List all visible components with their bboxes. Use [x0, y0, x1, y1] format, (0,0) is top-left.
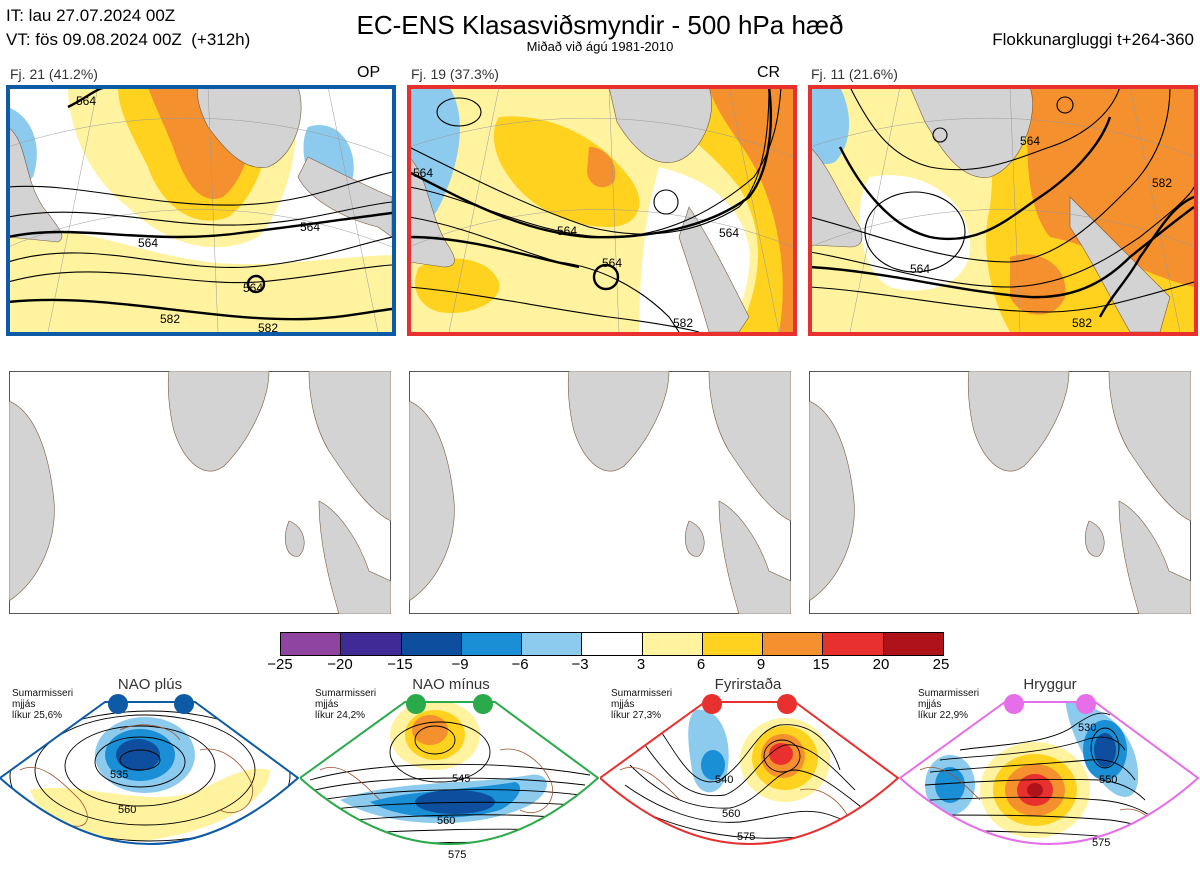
- contour-label: 575: [1092, 837, 1110, 849]
- colorbar-segment: [341, 633, 402, 655]
- contour-label: 564: [910, 262, 930, 276]
- colorbar-tick: 3: [636, 656, 646, 673]
- base-map-1: [9, 371, 391, 614]
- colorbar-segment: [883, 633, 943, 655]
- colorbar-tick: 25: [932, 656, 950, 673]
- regime-3-map: 540 560 575: [600, 694, 900, 845]
- contour-label: 550: [1099, 774, 1117, 786]
- contour-label: 564: [300, 220, 320, 234]
- colorbar-segment: [401, 633, 462, 655]
- colorbar-segment: [702, 633, 764, 655]
- regime-3-marker-left: [702, 694, 722, 714]
- contour-label: 530: [1078, 722, 1096, 734]
- contour-label: 560: [722, 808, 740, 820]
- colorbar-tick: 9: [756, 656, 766, 673]
- cluster-1-map: 564 564 564 564 582 582: [8, 87, 392, 332]
- regime-1-season: Sumarmisseri: [12, 688, 74, 699]
- contour-label: 582: [1152, 176, 1172, 190]
- regime-3-prob: líkur 27,3%: [611, 710, 662, 721]
- cluster-2-frame: [407, 85, 797, 336]
- colorbar-tick: −9: [451, 656, 469, 673]
- contour-label: 564: [602, 256, 622, 270]
- contour-label: 582: [673, 316, 693, 330]
- regime-4-map: 530 550 575: [900, 694, 1200, 849]
- colorbar-tick: −15: [387, 656, 413, 673]
- colorbar-segment: [582, 633, 643, 655]
- colorbar-tick: −25: [267, 656, 293, 673]
- page-title: EC-ENS Klasasviðsmyndir - 500 hPa hæð: [356, 10, 844, 40]
- regime-2-name: NAO mínus: [412, 676, 490, 693]
- contour-label: 545: [452, 773, 470, 785]
- contour-label: 540: [715, 774, 733, 786]
- cluster-1-frame: [6, 85, 396, 336]
- page-subtitle: Miðað við ágú 1981-2010: [526, 39, 674, 54]
- regime-4-name: Hryggur: [1023, 676, 1077, 693]
- regime-3-mean: mjjás: [611, 699, 635, 710]
- contour-label: 560: [118, 804, 136, 816]
- contour-label: 582: [160, 312, 180, 326]
- contour-label: 564: [243, 281, 263, 295]
- contour-label: 564: [76, 94, 96, 108]
- contour-label: 564: [557, 224, 577, 238]
- base-map-2: [409, 371, 791, 614]
- colorbar-tick: 20: [872, 656, 890, 673]
- colorbar: [280, 632, 944, 656]
- regime-1-mean: mjjás: [12, 699, 36, 710]
- regime-2-marker-left: [406, 694, 426, 714]
- cluster-3-frame: [808, 85, 1198, 336]
- regime-2-marker-right: [473, 694, 493, 714]
- regime-3-marker-right: [777, 694, 797, 714]
- contour-label: 564: [1020, 134, 1040, 148]
- regime-3-season: Sumarmisseri: [611, 688, 673, 699]
- regime-3-name: Fyrirstaða: [714, 676, 782, 693]
- valid-time: VT: fös 09.08.2024 00Z (+312h): [6, 30, 251, 49]
- regime-4-mean: mjjás: [918, 699, 942, 710]
- colorbar-segment: [763, 633, 824, 655]
- contour-label: 560: [437, 815, 455, 827]
- regime-1-map: 535 560: [0, 694, 300, 845]
- colorbar-segment: [642, 633, 703, 655]
- contour-label: 582: [258, 321, 278, 332]
- cluster-1-code: OP: [357, 64, 381, 81]
- colorbar-tick: −20: [327, 656, 353, 673]
- colorbar-segment: [281, 633, 342, 655]
- regime-1-name: NAO plús: [117, 676, 183, 693]
- contour-label: 564: [719, 226, 739, 240]
- colorbar-tick: −3: [571, 656, 589, 673]
- init-time: IT: lau 27.07.2024 00Z: [6, 6, 176, 25]
- regime-2-map: 545 560 575: [300, 694, 600, 861]
- regime-2-mean: mjjás: [315, 699, 339, 710]
- cluster-2-map: 564 564 564 564 582: [409, 87, 793, 332]
- base-map-3: [809, 371, 1191, 614]
- cluster-3-label: Fj. 11 (21.6%): [811, 66, 898, 82]
- regime-4-marker-left: [1004, 694, 1024, 714]
- colorbar-tick: 6: [696, 656, 706, 673]
- regime-1-prob: líkur 25,6%: [12, 710, 63, 721]
- contour-label: 535: [110, 769, 128, 781]
- regime-4-prob: líkur 22,9%: [918, 710, 969, 721]
- regime-4-season: Sumarmisseri: [918, 688, 980, 699]
- cluster-2-label: Fj. 19 (37.3%): [411, 66, 499, 82]
- regime-1-marker-left: [108, 694, 128, 714]
- contour-label: 564: [413, 166, 433, 180]
- colorbar-segment: [522, 633, 583, 655]
- colorbar-segment: [823, 633, 884, 655]
- contour-label: 575: [737, 831, 755, 843]
- classification-window: Flokkunargluggi t+264-360: [992, 30, 1194, 49]
- contour-label: 564: [138, 236, 158, 250]
- cluster-2-code: CR: [757, 64, 781, 81]
- colorbar-segment: [461, 633, 523, 655]
- regime-2-season: Sumarmisseri: [315, 688, 377, 699]
- regime-2-prob: líkur 24,2%: [315, 710, 366, 721]
- regime-1-marker-right: [174, 694, 194, 714]
- colorbar-tick: −6: [511, 656, 529, 673]
- cluster-1-label: Fj. 21 (41.2%): [10, 66, 98, 82]
- regime-4-marker-right: [1076, 694, 1096, 714]
- cluster-3-map: 564 564 582 582: [810, 87, 1194, 332]
- contour-label: 575: [448, 849, 466, 861]
- contour-label: 582: [1072, 316, 1092, 330]
- colorbar-tick: 15: [812, 656, 830, 673]
